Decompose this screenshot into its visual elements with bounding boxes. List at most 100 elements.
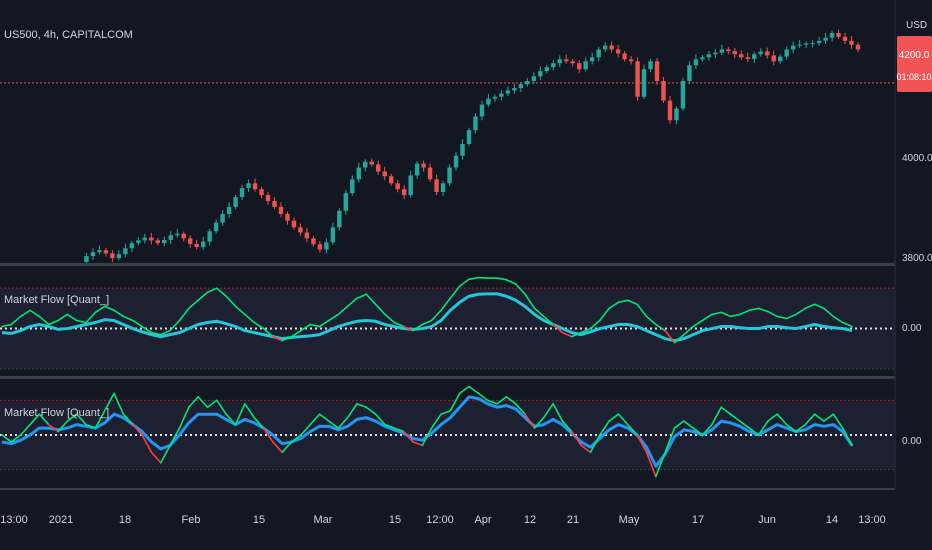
flow-line-segment-bullish <box>216 287 227 298</box>
flow-line-segment-bullish <box>197 291 209 302</box>
indicator-pane-1[interactable]: Market Flow [Quant_] <box>0 276 895 370</box>
flow-line-segment-bullish <box>197 396 209 409</box>
candle-body <box>440 183 446 192</box>
candle-body <box>447 167 452 184</box>
candle-body <box>90 252 96 257</box>
candle-body <box>680 80 686 109</box>
flow-line-segment-bullish <box>748 427 760 436</box>
candle-body <box>525 80 530 85</box>
flow-line-segment-bullish <box>589 434 601 454</box>
candle-body <box>363 161 368 168</box>
candle-body <box>739 54 744 58</box>
time-tick-label: 13:00 <box>858 514 886 526</box>
time-tick-label: Mar <box>314 514 333 526</box>
candle-body <box>771 55 776 62</box>
flow-line-segment-bullish <box>711 311 723 316</box>
candle-body <box>726 49 731 52</box>
time-axis-background <box>0 490 932 550</box>
candle-body <box>602 45 608 50</box>
candle-body <box>797 44 802 46</box>
flow-line-segment-bullish <box>795 423 807 433</box>
flow-line-segment-bullish <box>496 277 508 281</box>
candle-body <box>401 189 407 196</box>
candle-body <box>538 71 543 77</box>
flow-line-segment-bearish <box>524 413 536 429</box>
candle-body <box>836 32 841 37</box>
candle-body <box>129 243 135 249</box>
pane-separator[interactable] <box>0 263 932 266</box>
flow-line-segment-bearish <box>131 423 143 436</box>
flow-line-segment-bullish <box>94 305 106 314</box>
candle-body <box>803 43 809 45</box>
flow-line-segment-bullish <box>804 413 816 426</box>
flow-line-segment-bullish <box>19 309 31 318</box>
candle-body <box>207 231 212 242</box>
flow-line-segment-bullish <box>711 406 723 426</box>
flow-line-segment-bearish <box>402 325 414 332</box>
time-axis[interactable]: 13:00 2021 18 Feb 15 Mar 15 12:00 Apr 12 21 May 17 Ju… <box>0 490 932 550</box>
flow-line-segment-bullish <box>374 303 386 316</box>
flow-line-segment-bullish <box>729 413 741 422</box>
candle-body <box>453 155 459 168</box>
time-tick-label: 21 <box>567 514 579 526</box>
flow-line-segment-bullish <box>720 311 732 318</box>
flow-line-segment-bullish <box>468 276 480 281</box>
pane-separator[interactable] <box>0 376 932 379</box>
indicator-pane-2[interactable]: Market Flow [Quant_] <box>0 385 895 478</box>
candle-body <box>291 220 297 228</box>
candle-body <box>311 238 316 245</box>
flow-line-segment-bullish <box>309 323 321 328</box>
candle-body <box>790 45 796 50</box>
candle-body <box>849 40 854 45</box>
price-scale[interactable]: USD 4200.0 01:08:10 4000.0 3800.0 0.00 0… <box>894 0 932 550</box>
candle-body <box>700 57 705 60</box>
candle-body <box>713 52 718 55</box>
flow-line-segment-bullish <box>776 413 788 426</box>
flow-line-segment-bullish <box>757 420 769 436</box>
candle-body <box>518 84 524 89</box>
flow-line-segment-bullish <box>813 303 825 310</box>
candle-body <box>745 57 750 59</box>
flow-line-segment-bullish <box>159 444 171 464</box>
flow-line-segment-bullish <box>309 413 321 426</box>
flow-line-segment-bullish <box>29 309 41 318</box>
price-pane[interactable]: US500, 4h, CAPITALCOM <box>0 29 895 266</box>
flow-line-segment-bullish <box>683 420 695 429</box>
flow-line-segment-bullish <box>225 295 237 308</box>
candle-body <box>583 61 588 70</box>
flow-line-segment-bullish <box>729 313 741 318</box>
flow-line-segment-bullish <box>655 323 666 332</box>
indicator-1-zero-label: 0.00 <box>902 323 922 334</box>
candle-body <box>350 179 355 194</box>
flow-line-segment-bullish <box>841 321 853 328</box>
flow-line-segment-bullish <box>328 420 340 429</box>
candle-body <box>278 206 284 214</box>
candle-body <box>414 163 420 176</box>
flow-line-segment-bearish <box>552 323 564 334</box>
flow-line-segment-bearish <box>141 434 153 454</box>
flow-line-segment-bullish <box>178 307 190 322</box>
flow-line-segment-bullish <box>505 278 517 285</box>
flow-line-segment-bearish <box>561 331 573 338</box>
signal-line <box>1 292 853 343</box>
flow-line-segment-bullish <box>617 413 629 426</box>
flow-line-segment-bullish <box>122 315 134 322</box>
flow-line-segment-bullish <box>19 423 31 436</box>
candle-body <box>116 254 122 259</box>
flow-line-segment-bullish <box>1 323 13 328</box>
flow-line-segment-bullish <box>374 413 386 426</box>
candle-body <box>648 61 653 70</box>
flow-line-segment-bearish <box>412 441 424 447</box>
flow-line-segment-bullish <box>356 402 368 409</box>
flow-line-segment-bullish <box>393 427 405 433</box>
flow-line-segment-bullish <box>627 423 638 436</box>
candle-body <box>194 243 199 248</box>
candle-body <box>246 183 251 189</box>
flow-line-segment-bullish <box>131 319 143 328</box>
candle-body <box>136 240 141 244</box>
candle-body <box>317 244 323 250</box>
flow-line-segment-bullish <box>188 299 199 310</box>
time-tick-label: Jun <box>758 514 776 526</box>
flow-line-segment-bullish <box>337 305 349 316</box>
flow-line-segment-bullish <box>300 423 312 436</box>
